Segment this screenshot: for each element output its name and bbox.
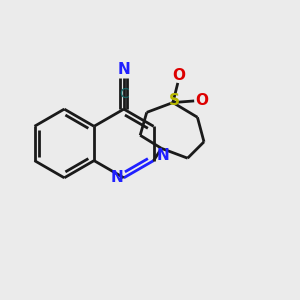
Text: N: N [118,62,130,77]
Text: O: O [195,93,208,108]
Text: N: N [157,148,169,164]
Text: S: S [168,93,179,108]
Text: C: C [119,87,129,101]
Text: N: N [110,170,123,185]
Text: O: O [172,68,185,83]
